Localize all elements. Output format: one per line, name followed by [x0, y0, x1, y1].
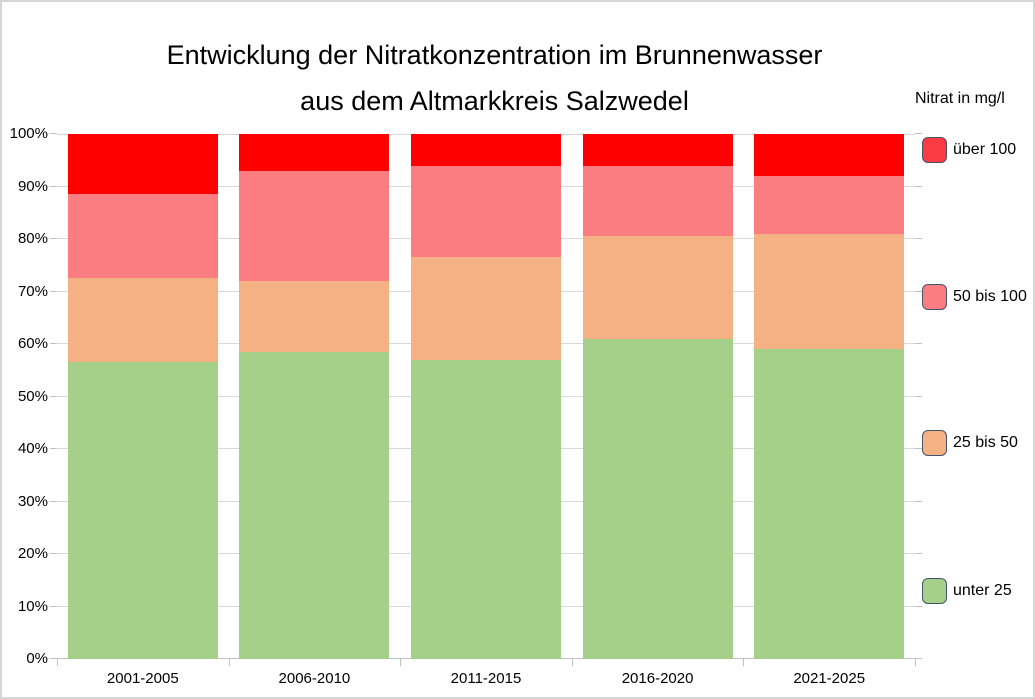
x-tick-mark — [57, 659, 58, 666]
y-tick-mark — [50, 133, 57, 134]
y-tick-label: 0% — [26, 650, 48, 667]
y-tick-mark-right — [915, 606, 922, 607]
y-tick-mark — [50, 343, 57, 344]
y-tick-mark — [50, 606, 57, 607]
segment-unter-25 — [754, 349, 904, 659]
y-tick-label: 50% — [17, 388, 48, 405]
bar-2011-2015 — [411, 134, 561, 659]
plot-area — [57, 134, 915, 659]
legend-title: Nitrat in mg/l — [915, 90, 1005, 107]
y-tick-mark-right — [915, 133, 922, 134]
bar-2016-2020 — [583, 134, 733, 659]
y-tick-label: 90% — [17, 178, 48, 195]
y-tick-mark-right — [915, 448, 922, 449]
y-tick-mark-right — [915, 291, 922, 292]
y-tick-label: 100% — [9, 125, 48, 142]
segment-ueber-100 — [68, 134, 218, 195]
segment-unter-25 — [583, 338, 733, 659]
segment-25-bis-50 — [68, 278, 218, 363]
bar-2006-2010 — [239, 134, 389, 659]
segment-ueber-100 — [239, 134, 389, 171]
x-tick-label: 2021-2025 — [793, 670, 866, 687]
y-tick-mark-right — [915, 238, 922, 239]
y-tick-mark-right — [915, 553, 922, 554]
legend-label: 50 bis 100 — [953, 288, 1027, 305]
chart-title-line1: Entwicklung der Nitratkonzentration im B… — [166, 40, 823, 70]
legend-item-unter-25: unter 25 — [922, 578, 1012, 604]
y-tick-mark-right — [915, 343, 922, 344]
legend-item-ueber-100: über 100 — [922, 137, 1016, 163]
segment-25-bis-50 — [411, 257, 561, 360]
y-tick-mark — [50, 553, 57, 554]
bar-2001-2005 — [68, 134, 218, 659]
legend-swatch-icon — [922, 284, 947, 310]
y-tick-mark — [50, 448, 57, 449]
y-tick-mark-right — [915, 658, 922, 659]
segment-50-bis-100 — [754, 176, 904, 234]
chart-title-line2: aus dem Altmarkkreis Salzwedel — [300, 86, 689, 116]
y-tick-label: 30% — [17, 493, 48, 510]
legend-label: unter 25 — [953, 582, 1012, 599]
segment-ueber-100 — [754, 134, 904, 176]
segment-25-bis-50 — [583, 236, 733, 339]
y-tick-mark — [50, 658, 57, 659]
legend-label: 25 bis 50 — [953, 434, 1018, 451]
legend-swatch-icon — [922, 430, 947, 456]
y-tick-mark — [50, 501, 57, 502]
y-tick-label: 20% — [17, 545, 48, 562]
y-tick-mark-right — [915, 396, 922, 397]
legend-item-50-bis-100: 50 bis 100 — [922, 284, 1027, 310]
y-tick-mark-right — [915, 186, 922, 187]
segment-ueber-100 — [411, 134, 561, 166]
y-tick-mark — [50, 291, 57, 292]
legend-swatch-icon — [922, 578, 947, 604]
y-tick-label: 70% — [17, 283, 48, 300]
y-tick-label: 10% — [17, 598, 48, 615]
y-tick-mark — [50, 396, 57, 397]
y-tick-label: 40% — [17, 440, 48, 457]
y-tick-mark — [50, 238, 57, 239]
legend-item-25-bis-50: 25 bis 50 — [922, 430, 1018, 456]
segment-50-bis-100 — [583, 165, 733, 237]
segment-unter-25 — [239, 351, 389, 659]
x-tick-mark — [400, 659, 401, 666]
x-tick-mark — [572, 659, 573, 666]
segment-unter-25 — [411, 359, 561, 659]
segment-50-bis-100 — [411, 165, 561, 258]
x-tick-mark — [229, 659, 230, 666]
segment-25-bis-50 — [754, 233, 904, 350]
segment-unter-25 — [68, 362, 218, 659]
x-tick-mark — [743, 659, 744, 666]
x-tick-label: 2006-2010 — [278, 670, 351, 687]
bar-2021-2025 — [754, 134, 904, 659]
segment-ueber-100 — [583, 134, 733, 166]
legend-label: über 100 — [953, 141, 1017, 158]
y-tick-mark-right — [915, 501, 922, 502]
x-tick-label: 2001-2005 — [106, 670, 179, 687]
x-tick-label: 2011-2015 — [450, 670, 522, 687]
chart-title: Entwicklung der Nitratkonzentration im B… — [2, 32, 987, 124]
y-tick-label: 60% — [17, 335, 48, 352]
legend-swatch-icon — [922, 137, 947, 163]
y-tick-mark — [50, 186, 57, 187]
segment-25-bis-50 — [239, 281, 389, 352]
segment-50-bis-100 — [68, 194, 218, 279]
y-tick-label: 80% — [17, 230, 48, 247]
x-tick-mark — [915, 659, 916, 666]
x-tick-label: 2016-2020 — [621, 670, 694, 687]
segment-50-bis-100 — [239, 170, 389, 281]
